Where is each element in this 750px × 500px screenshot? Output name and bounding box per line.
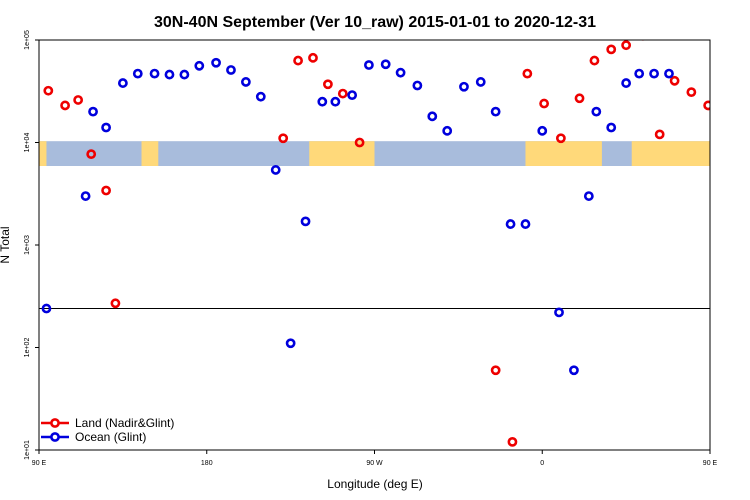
- ocean-point: [634, 68, 645, 79]
- land-segment: [631, 141, 710, 166]
- ocean-point: [347, 90, 358, 101]
- plot-frame: [38, 39, 711, 451]
- land-point: [110, 298, 121, 309]
- y-tick-label: 1e+01: [24, 440, 31, 460]
- ocean-point: [537, 125, 548, 136]
- x-tick-label: 90 W: [366, 460, 383, 467]
- land-segment: [141, 141, 159, 166]
- ocean-point: [88, 106, 98, 117]
- ocean-point: [520, 219, 531, 229]
- ocean-point: [427, 111, 438, 122]
- land-segment: [309, 141, 375, 166]
- ocean-point: [664, 68, 674, 79]
- land-point: [574, 93, 585, 104]
- land-point: [606, 44, 617, 55]
- legend: Land (Nadir&Glint)Ocean (Glint): [41, 416, 174, 444]
- y-axis-label: N Total: [0, 226, 12, 263]
- land-point: [73, 95, 84, 105]
- ocean-point: [41, 303, 52, 314]
- ocean-point: [211, 57, 221, 68]
- land-point: [507, 436, 518, 447]
- ocean-point: [412, 80, 423, 91]
- land-point: [640, 40, 646, 41]
- legend-marker: [50, 432, 60, 442]
- ocean-point: [649, 68, 659, 79]
- ocean-point: [255, 91, 266, 102]
- land-point: [43, 85, 54, 96]
- land-point: [654, 129, 665, 140]
- ocean-point: [285, 338, 296, 349]
- land-point: [522, 68, 533, 79]
- ocean-point: [380, 59, 391, 70]
- ocean-point: [226, 65, 236, 75]
- land-point: [308, 52, 318, 63]
- y-axis: 1e+01 1e+02 1e+03 1e+04 1e+05: [24, 30, 39, 460]
- land-point: [703, 100, 710, 111]
- legend-entry: Ocean (Glint): [75, 430, 146, 444]
- ocean-point: [117, 78, 128, 88]
- land-point: [337, 88, 348, 99]
- ocean-point: [330, 96, 341, 107]
- land-point: [539, 98, 550, 109]
- ocean-point: [606, 122, 617, 133]
- ocean-point: [569, 365, 579, 376]
- x-axis: 90 E 180 90 W 0 90 E: [32, 450, 718, 467]
- ocean-point: [101, 122, 111, 133]
- ocean-point: [240, 77, 251, 87]
- ocean-point: [442, 125, 453, 136]
- y-tick-label: 1e+04: [24, 133, 31, 153]
- land-point: [323, 79, 333, 90]
- land-point: [669, 75, 680, 86]
- land-point: [721, 96, 728, 103]
- ocean-point: [395, 67, 406, 78]
- x-axis-label: Longitude (deg E): [327, 477, 422, 491]
- ocean-point: [194, 60, 205, 71]
- ocean-point: [149, 68, 160, 79]
- ocean-point: [591, 106, 602, 117]
- land-point: [293, 55, 303, 66]
- x-tick-label: 90 E: [32, 460, 47, 467]
- ocean-point: [621, 78, 632, 88]
- land-point: [686, 87, 697, 98]
- land-point: [86, 149, 97, 160]
- ocean-point: [132, 68, 143, 79]
- y-tick-label: 1e+03: [24, 235, 31, 255]
- land-ocean-band: [39, 141, 710, 166]
- ocean-point: [270, 165, 281, 175]
- land-point: [589, 55, 600, 66]
- ocean-point: [317, 96, 328, 107]
- ocean-point: [179, 69, 190, 80]
- ocean-point: [164, 69, 175, 80]
- x-tick-label: 180: [201, 460, 213, 467]
- ocean-point: [300, 216, 311, 227]
- land-point: [736, 151, 743, 158]
- legend-entry: Land (Nadir&Glint): [75, 416, 174, 430]
- ocean-point: [490, 106, 501, 117]
- land-point: [555, 133, 566, 144]
- ocean-point: [583, 191, 594, 201]
- land-point: [354, 137, 365, 148]
- ocean-point: [505, 219, 516, 229]
- land-point: [490, 365, 501, 376]
- land-point: [101, 185, 111, 196]
- land-point: [278, 133, 289, 144]
- land-point: [621, 40, 632, 51]
- land-segment: [525, 141, 602, 166]
- y-tick-label: 1e+02: [24, 338, 31, 358]
- ocean-point: [364, 60, 374, 70]
- ocean-point: [80, 191, 91, 201]
- ocean-point: [554, 307, 564, 318]
- legend-marker: [50, 418, 60, 428]
- data-points: [41, 40, 743, 447]
- x-tick-label: 0: [540, 460, 544, 467]
- land-segment: [39, 141, 47, 166]
- chart-title: 30N-40N September (Ver 10_raw) 2015-01-0…: [154, 14, 596, 31]
- x-tick-label: 90 E: [703, 460, 718, 467]
- ocean-point: [459, 81, 469, 92]
- ocean-point: [475, 77, 486, 87]
- y-tick-label: 1e+05: [24, 30, 31, 50]
- land-point: [60, 100, 70, 111]
